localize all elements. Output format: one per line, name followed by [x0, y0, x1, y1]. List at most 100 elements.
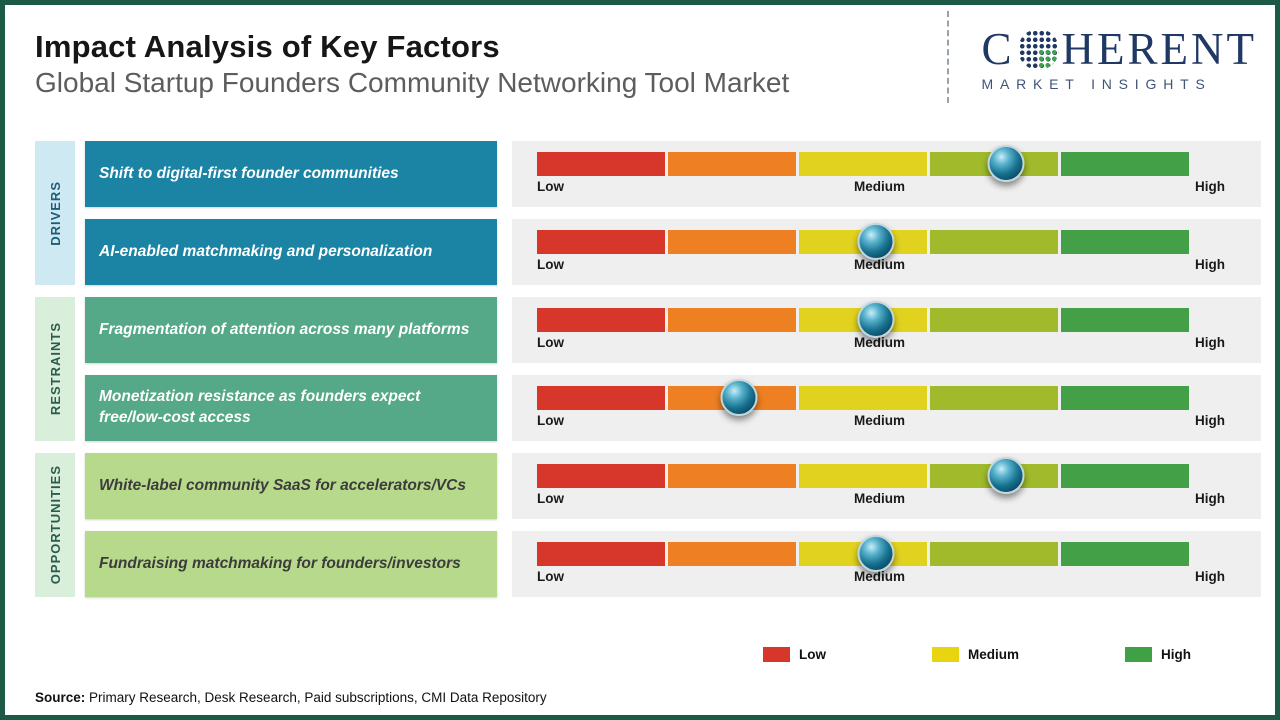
factor-row: Fragmentation of attention across many p… — [85, 297, 1261, 363]
impact-scale-panel: Low Medium High — [512, 297, 1261, 363]
impact-bar — [537, 386, 1189, 410]
bar-area — [537, 379, 1189, 416]
bar-segment — [799, 386, 927, 410]
group-rows: Shift to digital-first founder communiti… — [85, 141, 1261, 285]
bar-area — [537, 223, 1189, 260]
factor-text: Shift to digital-first founder communiti… — [99, 164, 399, 182]
scale-label-high: High — [1194, 491, 1225, 506]
legend-item-medium: Medium — [931, 647, 1019, 662]
bar-segment — [799, 152, 927, 176]
category-strip-drivers: DRIVERS — [35, 141, 75, 285]
factor-row: Shift to digital-first founder communiti… — [85, 141, 1261, 207]
legend-swatch-medium — [931, 647, 959, 662]
scale-labels: Low Medium High — [537, 335, 1225, 350]
bar-segment — [799, 464, 927, 488]
scale-label-low: Low — [537, 413, 564, 428]
logo-tagline: MARKET INSIGHTS — [981, 76, 1212, 92]
impact-scale-panel: Low Medium High — [512, 219, 1261, 285]
legend-label: Low — [799, 647, 826, 662]
scale-label-high: High — [1194, 413, 1225, 428]
scale-label-low: Low — [537, 491, 564, 506]
legend-label: High — [1160, 647, 1191, 662]
impact-marker — [720, 379, 758, 416]
scale-label-medium: Medium — [853, 413, 905, 428]
header: Impact Analysis of Key Factors Global St… — [35, 29, 789, 99]
scale-label-medium: Medium — [853, 491, 905, 506]
category-label: DRIVERS — [47, 180, 63, 246]
scale-label-high: High — [1194, 335, 1225, 350]
impact-scale-panel: Low Medium High — [512, 531, 1261, 597]
legend-swatch-high — [1124, 647, 1152, 662]
legend-label: Medium — [967, 647, 1019, 662]
page-title: Impact Analysis of Key Factors — [35, 29, 500, 64]
scale-labels: Low Medium High — [537, 491, 1225, 506]
scale-labels: Low Medium High — [537, 569, 1225, 584]
category-strip-opportunities: OPPORTUNITIES — [35, 453, 75, 597]
source-label: Source: — [35, 690, 86, 705]
factor-box: Fundraising matchmaking for founders/inv… — [85, 531, 497, 597]
bar-area — [537, 301, 1189, 338]
bar-segment — [537, 542, 665, 566]
bar-segment — [668, 308, 796, 332]
globe-icon — [1017, 29, 1059, 70]
category-label: OPPORTUNITIES — [47, 465, 63, 585]
impact-bar — [537, 152, 1189, 176]
impact-scale-panel: Low Medium High — [512, 453, 1261, 519]
factor-box: Shift to digital-first founder communiti… — [85, 141, 497, 207]
scale-label-high: High — [1194, 569, 1225, 584]
factor-row: AI-enabled matchmaking and personalizati… — [85, 219, 1261, 285]
group-drivers: DRIVERS Shift to digital-first founder c… — [35, 141, 1261, 285]
bar-segment — [1061, 230, 1189, 254]
bar-segment — [537, 308, 665, 332]
scale-labels: Low Medium High — [537, 413, 1225, 428]
page-subtitle: Global Startup Founders Community Networ… — [35, 67, 790, 98]
factor-box: White-label community SaaS for accelerat… — [85, 453, 497, 519]
scale-label-low: Low — [537, 335, 564, 350]
legend-swatch-low — [763, 647, 790, 662]
bar-segment — [930, 230, 1058, 254]
impact-marker — [987, 457, 1025, 494]
legend-item-low: Low — [763, 647, 826, 662]
factor-row: Monetization resistance as founders expe… — [85, 375, 1261, 441]
legend-item-high: High — [1124, 647, 1191, 662]
bar-segment — [537, 152, 665, 176]
logo-letter-c: C — [981, 24, 1015, 74]
factor-row: White-label community SaaS for accelerat… — [85, 453, 1261, 519]
logo-letters-herent: HERENT — [1061, 24, 1257, 74]
bar-segment — [930, 386, 1058, 410]
bar-segment — [930, 308, 1058, 332]
bar-segment — [668, 464, 796, 488]
bar-segment — [1061, 152, 1189, 176]
factor-text: Monetization resistance as founders expe… — [99, 388, 421, 426]
impact-marker — [857, 301, 895, 338]
bar-segment — [668, 152, 796, 176]
scale-label-low: Low — [537, 569, 564, 584]
category-strip-restraints: RESTRAINTS — [35, 297, 75, 441]
factor-box: AI-enabled matchmaking and personalizati… — [85, 219, 497, 285]
factor-text: White-label community SaaS for accelerat… — [99, 476, 466, 494]
scale-label-high: High — [1194, 257, 1225, 272]
scale-label-low: Low — [537, 257, 564, 272]
impact-scale-panel: Low Medium High — [512, 375, 1261, 441]
scale-label-medium: Medium — [853, 335, 905, 350]
factor-text: AI-enabled matchmaking and personalizati… — [99, 242, 433, 260]
impact-bar — [537, 464, 1189, 488]
legend: Low Medium High — [763, 647, 1191, 662]
factor-row: Fundraising matchmaking for founders/inv… — [85, 531, 1261, 597]
factor-text: Fundraising matchmaking for founders/inv… — [99, 554, 461, 572]
group-restraints: RESTRAINTS Fragmentation of attention ac… — [35, 297, 1261, 441]
cmi-logo: C HERENT MARKET INSIGHTS — [981, 24, 1258, 93]
scale-label-high: High — [1194, 179, 1225, 194]
impact-marker — [857, 223, 895, 260]
bar-area — [537, 145, 1189, 182]
scale-label-low: Low — [537, 179, 564, 194]
scale-label-medium: Medium — [853, 179, 905, 194]
factor-box: Fragmentation of attention across many p… — [85, 297, 497, 363]
impact-scale-panel: Low Medium High — [512, 141, 1261, 207]
scale-label-medium: Medium — [853, 569, 905, 584]
scale-labels: Low Medium High — [537, 257, 1225, 272]
bar-segment — [537, 464, 665, 488]
bar-segment — [1061, 464, 1189, 488]
source-line: Source: Primary Research, Desk Research,… — [35, 690, 547, 705]
